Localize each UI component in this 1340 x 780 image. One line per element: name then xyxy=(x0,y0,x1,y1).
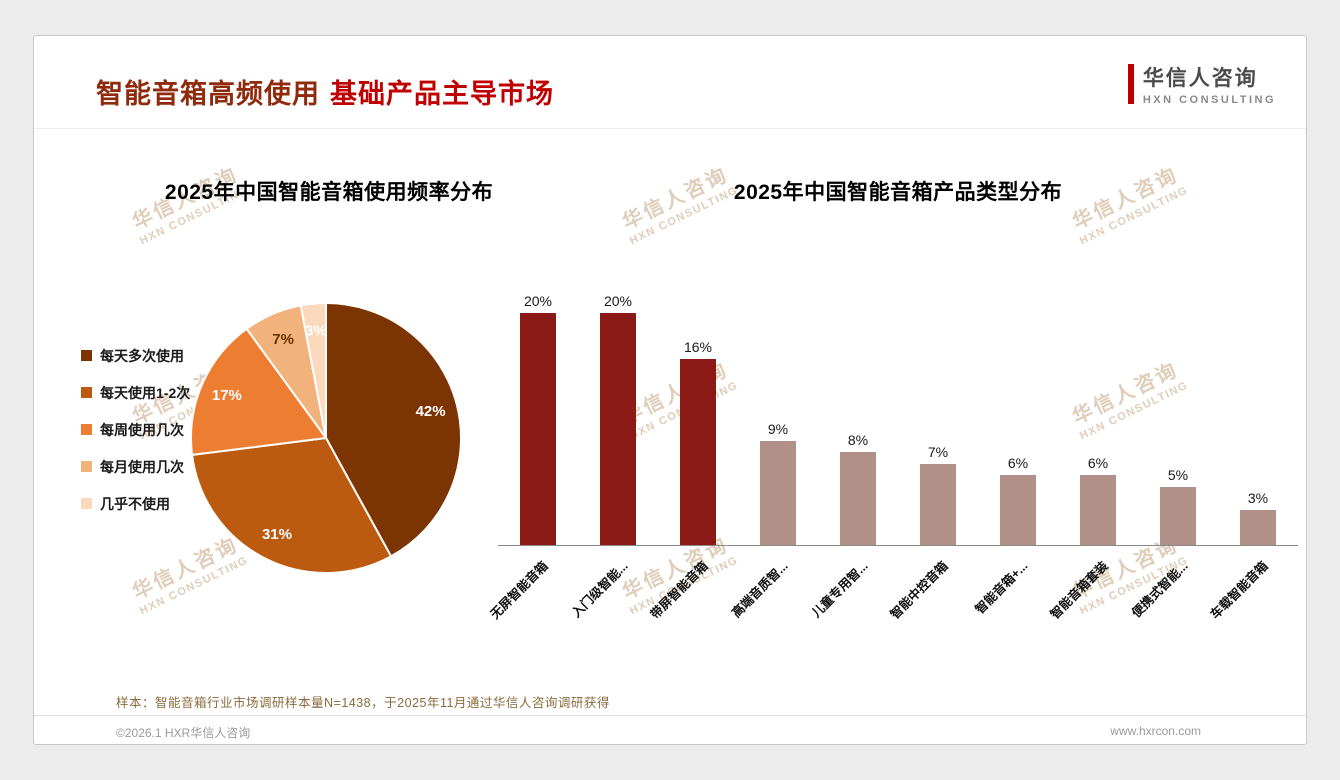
pie-slice-value-label: 42% xyxy=(416,403,446,420)
bar-value-label: 6% xyxy=(1007,455,1029,472)
bar-rect xyxy=(1240,510,1276,545)
content-layer: 智能音箱高频使用 基础产品主导市场 华信人咨询 HXN CONSULTING 20… xyxy=(34,36,1306,744)
legend-swatch-icon xyxy=(81,350,92,361)
page-title: 智能音箱高频使用 基础产品主导市场 xyxy=(96,72,554,111)
legend-item: 每周使用几次 xyxy=(81,411,190,448)
bar-value-label: 8% xyxy=(847,432,869,449)
slide-card: 华信人咨询 HXN CONSULTING 华信人咨询 HXN CONSULTING 华信… xyxy=(33,35,1307,745)
footer-divider xyxy=(34,715,1306,716)
pie-slice-value-label: 7% xyxy=(272,331,294,348)
bar-column: 8% xyxy=(818,282,898,545)
bar-column: 7% xyxy=(898,282,978,545)
legend-swatch-icon xyxy=(81,424,92,435)
legend-label: 几乎不使用 xyxy=(100,495,170,512)
bar-category: 智能音箱套装 xyxy=(1048,548,1138,640)
bar-value-label: 3% xyxy=(1247,490,1269,507)
page-title-part2: 基础产品主导市场 xyxy=(330,79,554,109)
footer-copyright: ©2026.1 HXR华信人咨询 xyxy=(116,726,251,740)
pie-chart: 42% 31% 17% 7% 3% xyxy=(190,301,462,574)
bar-rect xyxy=(760,440,796,545)
bar-column: 16% xyxy=(658,282,738,545)
bar-category: 带屏智能音箱 xyxy=(648,548,738,640)
pie-slice-value-label: 17% xyxy=(212,387,242,404)
company-logo: 华信人咨询 HXN CONSULTING xyxy=(1127,62,1276,106)
legend-swatch-icon xyxy=(81,461,92,472)
bar-value-label: 6% xyxy=(1087,455,1109,472)
pie-slice xyxy=(190,327,328,457)
pie-legend: 每天多次使用 每天使用1-2次 每周使用几次 每月使用几次 几乎不使用 xyxy=(81,337,190,522)
bar-rect xyxy=(1160,487,1196,545)
bar-category-label: 无屏智能音箱 xyxy=(487,558,551,622)
bar-chart-category-axis: 无屏智能音箱 入门级智能... 带屏智能音箱 高端音质智... 儿童专用智... 智能中控… xyxy=(488,548,1298,640)
pie-slice xyxy=(190,436,393,574)
bar-column: 9% xyxy=(738,282,818,545)
legend-item: 每天多次使用 xyxy=(81,337,190,374)
legend-swatch-icon xyxy=(81,387,92,398)
bar-category: 便携式智能... xyxy=(1129,548,1218,640)
bar-column: 3% xyxy=(1218,282,1298,545)
bar-value-label: 20% xyxy=(603,293,633,309)
pie-slice-value-label: 3% xyxy=(305,322,327,339)
pie-slice-value-label: 31% xyxy=(262,526,292,543)
page-title-part1: 智能音箱高频使用 xyxy=(96,79,320,109)
bar-column: 20% xyxy=(578,282,658,545)
bar-column: 5% xyxy=(1138,282,1218,545)
legend-label: 每月使用几次 xyxy=(100,458,184,475)
bar-category: 智能中控音箱 xyxy=(888,548,978,640)
bar-category: 高端音质智... xyxy=(729,548,818,640)
bar-value-label: 20% xyxy=(523,293,553,309)
bar-rect xyxy=(600,313,636,545)
pie-slice xyxy=(299,301,327,439)
logo-cn-text: 华信人咨询 xyxy=(1142,67,1258,90)
logo-en-text: HXN CONSULTING xyxy=(1142,94,1276,106)
legend-item: 几乎不使用 xyxy=(81,485,190,522)
legend-label: 每周使用几次 xyxy=(100,421,184,438)
header-divider xyxy=(34,128,1306,129)
sample-note: 样本：智能音箱行业市场调研样本量N=1438，于2025年11月通过华信人咨询调… xyxy=(116,696,610,710)
pie-chart-title: 2025年中国智能音箱使用频率分布 xyxy=(164,181,494,204)
bar-category: 车载智能音箱 xyxy=(1208,548,1298,640)
legend-item: 每月使用几次 xyxy=(81,448,190,485)
bar-rect xyxy=(520,313,556,545)
bar-rect xyxy=(920,463,956,545)
bar-category: 无屏智能音箱 xyxy=(488,548,578,640)
bar-value-label: 5% xyxy=(1167,467,1189,483)
bar-column: 20% xyxy=(498,282,578,545)
legend-label: 每天多次使用 xyxy=(100,347,184,364)
bar-column: 6% xyxy=(978,282,1058,545)
pie-slice xyxy=(325,301,462,558)
bar-category-label: 智能音箱+... xyxy=(972,558,1031,617)
legend-label: 每天使用1-2次 xyxy=(100,384,191,401)
bar-category: 入门级智能... xyxy=(569,548,658,640)
footer-website: www.hxrcon.com xyxy=(1110,724,1201,738)
bar-category: 智能音箱+... xyxy=(973,548,1058,640)
bar-value-label: 7% xyxy=(927,443,949,460)
bar-chart-title: 2025年中国智能音箱产品类型分布 xyxy=(733,181,1063,204)
legend-item: 每天使用1-2次 xyxy=(81,374,190,411)
bar-rect xyxy=(1080,475,1116,545)
bar-rect xyxy=(840,452,876,545)
logo-red-bar-icon xyxy=(1127,64,1134,104)
bar-column: 6% xyxy=(1058,282,1138,545)
bar-chart-plot: 20% 20% 16% 9% 8% 7% 6% 6% 5% 3% xyxy=(498,282,1298,546)
legend-swatch-icon xyxy=(81,498,92,509)
bar-value-label: 16% xyxy=(683,339,713,356)
bar-category: 儿童专用智... xyxy=(809,548,898,640)
bar-rect xyxy=(680,359,716,545)
bar-rect xyxy=(1000,475,1036,545)
bar-value-label: 9% xyxy=(767,420,789,437)
